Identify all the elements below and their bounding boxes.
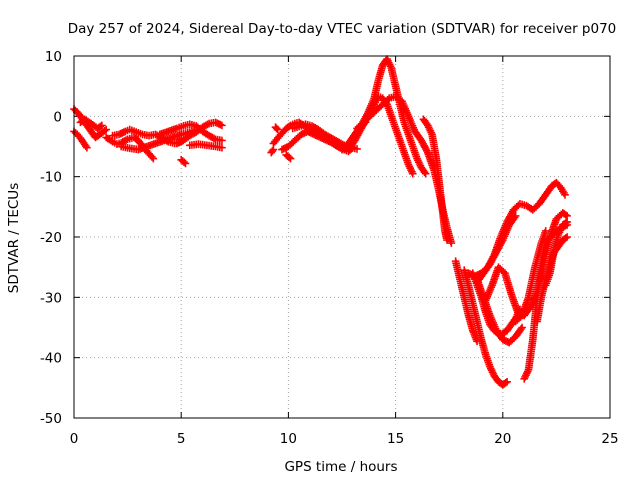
data-point	[269, 145, 278, 154]
data-point	[563, 233, 571, 241]
y-tick-label: -40	[40, 351, 62, 367]
data-point	[83, 143, 91, 152]
plot-frame	[73, 55, 611, 419]
y-tick-label: -30	[40, 290, 62, 306]
data-point	[218, 143, 226, 152]
x-tick-label: 0	[70, 431, 79, 447]
data-point	[408, 169, 417, 178]
data-point	[218, 136, 226, 145]
data-points	[70, 55, 571, 389]
x-tick-label: 25	[601, 431, 618, 447]
x-tick-label: 10	[280, 431, 297, 447]
x-axis-label: GPS time / hours	[284, 459, 397, 475]
data-point	[286, 154, 295, 163]
data-point	[541, 227, 550, 235]
x-tick-label: 15	[387, 431, 404, 447]
y-tick-label: 10	[45, 49, 62, 65]
data-point	[447, 239, 456, 247]
x-tick-label: 5	[177, 431, 186, 447]
data-point	[503, 378, 511, 386]
data-point	[561, 190, 569, 199]
data-point	[361, 118, 370, 127]
data-point	[563, 212, 571, 220]
data-point	[563, 218, 571, 226]
x-tick-label: 20	[494, 431, 511, 447]
data-point	[273, 125, 282, 134]
data-point	[102, 125, 110, 134]
data-point	[443, 236, 451, 244]
data-point	[421, 169, 430, 178]
y-tick-label: -20	[40, 230, 62, 246]
data-point	[98, 121, 106, 130]
data-point	[218, 121, 226, 130]
data-point	[511, 212, 520, 220]
data-point	[181, 159, 190, 168]
y-axis-label: SDTVAR / TECUs	[6, 183, 22, 293]
y-tick-label: -50	[40, 411, 62, 427]
y-tick-label: -10	[40, 170, 62, 186]
y-tick-label: 0	[53, 109, 62, 125]
data-point	[149, 154, 158, 163]
data-point	[518, 323, 526, 332]
chart-title: Day 257 of 2024, Sidereal Day-to-day VTE…	[68, 21, 617, 37]
data-point	[353, 145, 361, 153]
tick-labels: 0 5 10 15 20 25 10 0 -10 -20 -30 -40 -50	[40, 49, 619, 447]
